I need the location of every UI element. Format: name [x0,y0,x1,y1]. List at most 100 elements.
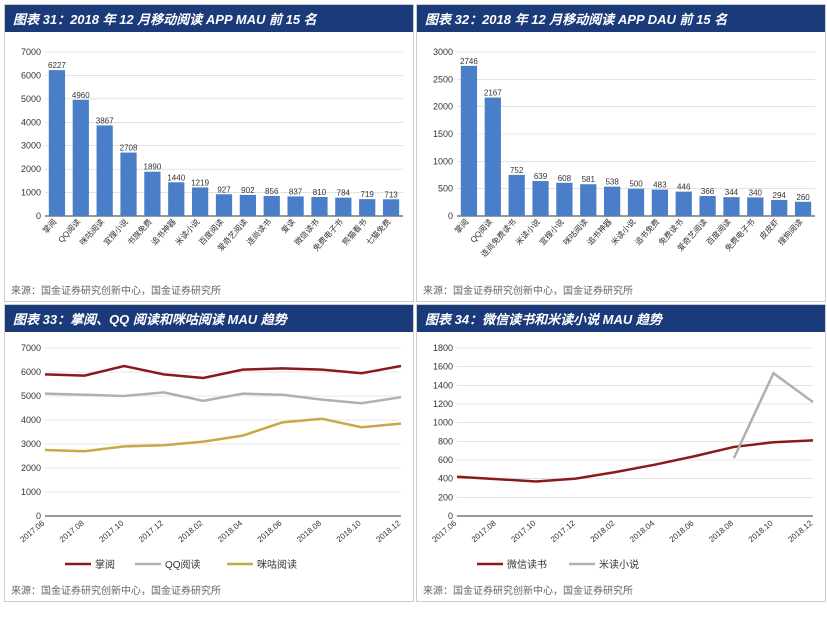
svg-text:837: 837 [289,187,303,196]
chart32-source: 来源：国金证券研究创新中心，国金证券研究所 [417,280,825,301]
svg-text:1219: 1219 [191,178,209,187]
svg-text:1500: 1500 [433,129,453,139]
svg-text:400: 400 [438,474,453,484]
chart31-source: 来源：国金证券研究创新中心，国金证券研究所 [5,280,413,301]
svg-text:宜搜小说: 宜搜小说 [101,217,130,247]
svg-text:2017.06: 2017.06 [430,518,458,544]
svg-text:5000: 5000 [21,94,41,104]
svg-text:2018.04: 2018.04 [216,518,244,544]
svg-text:500: 500 [629,180,643,189]
svg-text:米读小说: 米读小说 [609,217,638,247]
svg-text:344: 344 [725,188,739,197]
svg-text:2018.10: 2018.10 [747,518,775,544]
chart33-source: 来源：国金证券研究创新中心，国金证券研究所 [5,580,413,601]
svg-text:2017.12: 2017.12 [549,518,577,544]
svg-text:5000: 5000 [21,391,41,401]
svg-text:7000: 7000 [21,343,41,353]
svg-text:340: 340 [749,188,763,197]
svg-text:掌阅: 掌阅 [95,558,115,571]
panel-chart31: 图表 31：2018 年 12 月移动阅读 APP MAU 前 15 名 0 10… [4,4,414,302]
svg-text:米读小说: 米读小说 [599,558,639,571]
svg-text:800: 800 [438,436,453,446]
svg-text:1000: 1000 [433,418,453,428]
svg-text:500: 500 [438,184,453,194]
svg-text:2018.06: 2018.06 [256,518,284,544]
svg-text:366: 366 [701,187,715,196]
chart34-source: 来源：国金证券研究创新中心，国金证券研究所 [417,580,825,601]
svg-text:2018.08: 2018.08 [707,518,735,544]
svg-text:927: 927 [217,185,231,194]
svg-text:2018.12: 2018.12 [786,518,814,544]
svg-text:3000: 3000 [21,439,41,449]
svg-text:1000: 1000 [21,487,41,497]
svg-text:2018.12: 2018.12 [374,518,402,544]
svg-text:3867: 3867 [96,116,114,125]
svg-text:米读小说: 米读小说 [173,217,202,247]
svg-text:1800: 1800 [433,343,453,353]
svg-text:连尚读书: 连尚读书 [244,217,273,247]
svg-text:追书免费: 追书免费 [633,217,662,247]
svg-text:2018.08: 2018.08 [295,518,323,544]
chart32-title: 图表 32：2018 年 12 月移动阅读 APP DAU 前 15 名 [417,5,825,32]
svg-text:0: 0 [36,211,41,221]
chart33-title: 图表 33：掌阅、QQ 阅读和咪咕阅读 MAU 趋势 [5,305,413,332]
svg-text:咪咕阅读: 咪咕阅读 [77,217,106,247]
svg-text:1200: 1200 [433,399,453,409]
chart32-canvas: 0500100015002000250030002746掌阅2167QQ阅读75… [417,32,825,280]
svg-text:856: 856 [265,187,279,196]
svg-text:538: 538 [605,178,619,187]
chart31-title: 图表 31：2018 年 12 月移动阅读 APP MAU 前 15 名 [5,5,413,32]
svg-text:2017.06: 2017.06 [18,518,46,544]
svg-text:3000: 3000 [433,47,453,57]
panel-chart32: 图表 32：2018 年 12 月移动阅读 APP DAU 前 15 名 0 50… [416,4,826,302]
svg-text:2746: 2746 [460,57,478,66]
svg-text:2018.04: 2018.04 [628,518,656,544]
svg-text:追书神器: 追书神器 [585,217,614,247]
svg-text:搜狗阅读: 搜狗阅读 [776,217,805,247]
svg-text:902: 902 [241,186,255,195]
svg-text:2000: 2000 [21,463,41,473]
svg-text:1000: 1000 [21,188,41,198]
svg-text:2000: 2000 [433,102,453,112]
svg-text:微信读书: 微信读书 [507,558,547,571]
svg-text:2017.10: 2017.10 [509,518,537,544]
svg-text:0: 0 [448,211,453,221]
svg-text:QQ阅读: QQ阅读 [165,558,201,571]
svg-text:2708: 2708 [120,144,138,153]
svg-text:2018.02: 2018.02 [177,518,205,544]
svg-text:咪咕阅读: 咪咕阅读 [257,558,297,571]
svg-text:咪咕阅读: 咪咕阅读 [561,217,590,247]
svg-text:2017.10: 2017.10 [97,518,125,544]
svg-text:1890: 1890 [144,163,162,172]
panel-chart34: 图表 34：微信读书和米读小说 MAU 趋势 02004006008001000… [416,304,826,602]
svg-text:483: 483 [653,181,667,190]
svg-text:2017.08: 2017.08 [470,518,498,544]
svg-text:784: 784 [337,189,351,198]
svg-text:2018.10: 2018.10 [335,518,363,544]
svg-text:6000: 6000 [21,367,41,377]
svg-text:1400: 1400 [433,380,453,390]
chart34-canvas: 0200400600800100012001400160018002017.06… [417,332,825,580]
svg-text:3000: 3000 [21,141,41,151]
svg-text:608: 608 [558,174,572,183]
svg-text:294: 294 [773,191,787,200]
svg-text:6000: 6000 [21,70,41,80]
svg-text:掌阅: 掌阅 [40,217,58,236]
svg-text:581: 581 [582,175,596,184]
svg-text:2017.08: 2017.08 [58,518,86,544]
svg-text:2167: 2167 [484,89,502,98]
svg-text:书旗免费: 书旗免费 [125,217,154,247]
svg-text:2018.02: 2018.02 [589,518,617,544]
svg-text:600: 600 [438,455,453,465]
svg-text:熊猫看书: 熊猫看书 [340,217,369,247]
svg-text:追书神器: 追书神器 [149,217,178,247]
chart33-canvas: 010002000300040005000600070002017.062017… [5,332,413,580]
svg-text:1000: 1000 [433,156,453,166]
svg-text:1440: 1440 [167,173,185,182]
svg-text:2018.06: 2018.06 [668,518,696,544]
svg-text:4000: 4000 [21,415,41,425]
svg-text:260: 260 [796,193,810,202]
chart31-canvas: 010002000300040005000600070006227掌阅4960Q… [5,32,413,280]
svg-text:4960: 4960 [72,91,90,100]
svg-text:200: 200 [438,492,453,502]
